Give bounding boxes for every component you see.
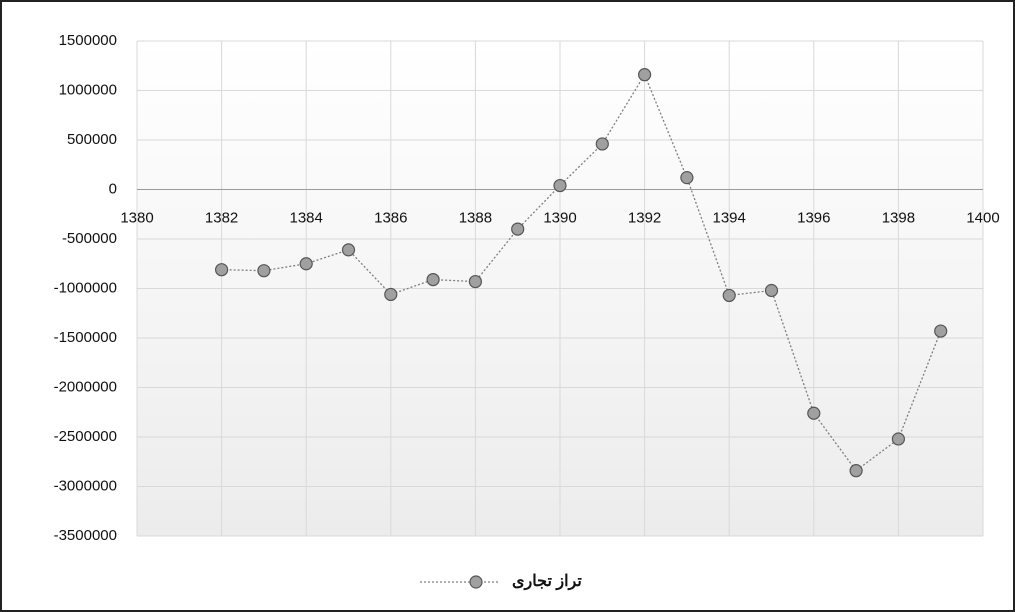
y-tick-label: -1000000 xyxy=(54,279,117,296)
y-tick-label: 1500000 xyxy=(59,32,117,49)
data-point xyxy=(637,68,652,82)
x-tick-label: 1384 xyxy=(290,209,323,226)
data-point xyxy=(384,287,398,302)
data-point xyxy=(299,257,313,271)
data-point xyxy=(891,432,906,446)
data-point xyxy=(722,288,736,303)
y-tick-label: 1000000 xyxy=(59,81,117,98)
data-point xyxy=(849,464,863,478)
legend-marker xyxy=(469,575,483,589)
x-tick-label: 1398 xyxy=(882,209,915,226)
data-point xyxy=(807,406,821,420)
y-tick-label: 0 xyxy=(109,180,117,197)
data-point xyxy=(215,263,229,277)
y-tick-label: -2500000 xyxy=(54,428,117,445)
data-point xyxy=(341,243,356,257)
y-tick-label: -500000 xyxy=(62,230,117,247)
y-tick-label: -3500000 xyxy=(54,527,117,544)
data-point xyxy=(468,274,482,289)
y-tick-label: -3000000 xyxy=(54,477,117,494)
y-tick-label: -2000000 xyxy=(54,378,117,395)
x-tick-label: 1392 xyxy=(628,209,661,226)
data-point xyxy=(553,178,567,193)
data-point xyxy=(595,137,609,151)
x-tick-label: 1390 xyxy=(543,209,576,226)
y-tick-label: 500000 xyxy=(67,131,117,148)
x-tick-label: 1388 xyxy=(459,209,492,226)
x-tick-label: 1394 xyxy=(713,209,746,226)
data-point xyxy=(257,264,271,278)
data-point xyxy=(511,222,525,236)
data-point xyxy=(426,272,440,287)
data-point xyxy=(934,324,948,338)
x-tick-label: 1386 xyxy=(374,209,407,226)
data-point xyxy=(764,283,779,298)
y-tick-label: -1500000 xyxy=(54,329,117,346)
legend-label: تراز تجاری xyxy=(512,573,582,591)
data-point xyxy=(680,171,694,185)
x-tick-label: 1382 xyxy=(205,209,238,226)
series-line xyxy=(221,73,942,472)
x-tick-label: 1396 xyxy=(797,209,830,226)
x-tick-label: 1400 xyxy=(966,209,999,226)
x-tick-label: 1380 xyxy=(120,209,153,226)
